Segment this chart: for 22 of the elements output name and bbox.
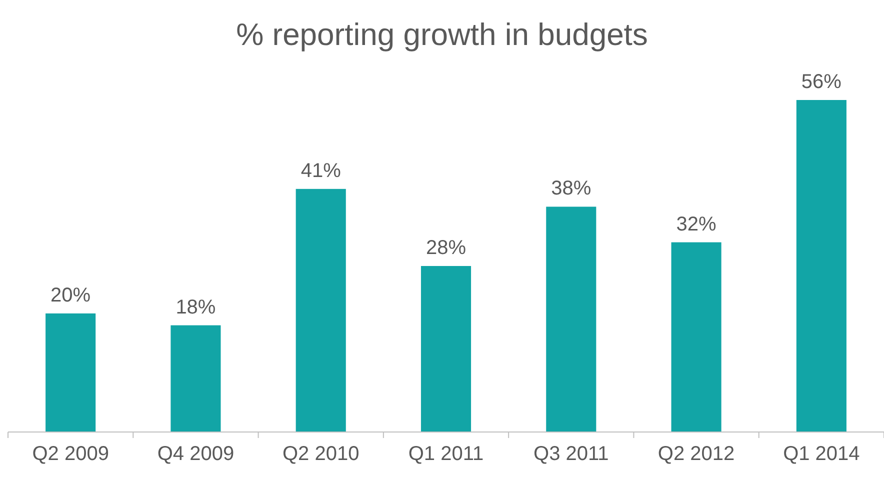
x-tick-label: Q1 2011 [408, 443, 484, 465]
x-tick-label: Q2 2010 [282, 443, 360, 465]
chart-title: % reporting growth in budgets [236, 17, 648, 52]
data-label: 28% [426, 237, 466, 259]
data-label: 32% [676, 213, 717, 236]
bar [796, 100, 846, 432]
data-label: 38% [551, 178, 592, 200]
data-label: 41% [300, 160, 342, 182]
x-tick-label: Q2 2009 [32, 443, 109, 465]
bar [671, 242, 722, 432]
data-label: 18% [176, 296, 216, 318]
data-label: 20% [50, 284, 91, 306]
bar [296, 188, 346, 432]
x-tick-label: Q1 2014 [783, 443, 860, 465]
data-label: 56% [801, 71, 842, 93]
bar [546, 206, 596, 432]
x-tick-label: Q2 2012 [658, 443, 735, 465]
x-tick-label: Q4 2009 [157, 443, 234, 465]
bar [46, 313, 96, 432]
bar [170, 325, 221, 432]
bar [420, 266, 472, 432]
x-tick-label: Q3 2011 [534, 443, 609, 465]
